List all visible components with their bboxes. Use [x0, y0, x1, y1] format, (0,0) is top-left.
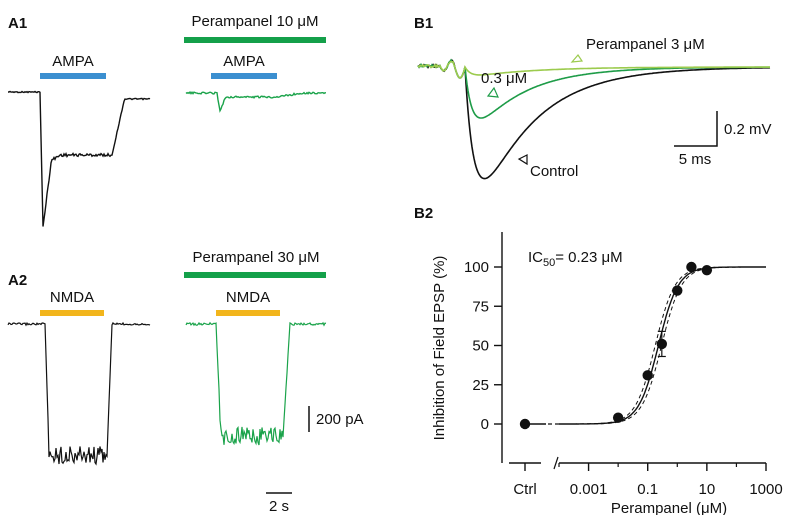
label-0.3um: 0.3 μM [481, 70, 527, 87]
ic50-prefix: IC [528, 249, 543, 266]
nmda-label-treated: NMDA [226, 289, 270, 306]
ampa-control-trace [8, 90, 151, 227]
y-tick-label: 100 [464, 259, 489, 276]
epsp-3um-trace [417, 60, 770, 79]
time-scale-label-b: 5 ms [679, 151, 712, 168]
ic50-annotation: IC50= 0.23 μM [528, 249, 623, 269]
dose-response-axes: 0 25 50 75 100 Ctrl 0.001 0.1 10 1000 [464, 232, 783, 498]
panel-label-a2: A2 [8, 272, 27, 289]
data-point [672, 285, 683, 296]
ampa-label-treated: AMPA [223, 53, 264, 70]
dose-response-fit [525, 266, 766, 425]
perampanel-10-label: Perampanel 10 μM [191, 13, 318, 30]
y-tick-label: 0 [481, 416, 489, 433]
panel-label-b1: B1 [414, 15, 433, 32]
fit-curve [559, 266, 766, 425]
y-axis-title: Inhibition of Field EPSP (%) [431, 256, 448, 441]
panel-label-b2: B2 [414, 205, 433, 222]
nmda-bar-treated [216, 310, 280, 316]
arrowhead-3um [570, 54, 584, 63]
x-tick-label: 0.1 [637, 481, 658, 498]
x-axis-title: Perampanel (μM) [611, 500, 727, 515]
label-control: Control [530, 163, 578, 180]
y-tick-label: 75 [472, 298, 489, 315]
label-3um: Perampanel 3 μM [586, 36, 705, 53]
ic50-suffix: = 0.23 μM [555, 249, 622, 266]
ampa-perampanel-trace [185, 90, 326, 113]
ampa-bar-treated [211, 73, 277, 79]
perampanel-30-label: Perampanel 30 μM [192, 249, 319, 266]
voltage-scale-label: 0.2 mV [724, 121, 772, 138]
arrowhead-0.3um [486, 86, 499, 98]
dose-response-points [519, 261, 713, 430]
x-tick-label-control: Ctrl [513, 481, 536, 498]
axis-break [553, 456, 559, 470]
ampa-bar-control [40, 73, 106, 79]
ic50-subscript: 50 [543, 257, 555, 269]
nmda-bar-control [40, 310, 104, 316]
current-scale-label: 200 pA [316, 411, 364, 428]
data-point [612, 412, 624, 423]
data-point-control [519, 418, 531, 430]
data-point [656, 338, 668, 350]
x-tick-label: 10 [699, 481, 716, 498]
data-point [701, 264, 713, 276]
data-point [686, 261, 697, 273]
perampanel-bar-a1 [184, 37, 326, 43]
nmda-perampanel-trace [185, 321, 327, 446]
time-scale-label-a: 2 s [269, 498, 289, 515]
data-point [642, 370, 653, 381]
y-tick-label: 50 [472, 338, 489, 355]
x-tick-label: 1000 [749, 481, 782, 498]
epsp-scale-bar [674, 111, 718, 147]
ampa-label-control: AMPA [52, 53, 93, 70]
nmda-control-trace [7, 321, 151, 466]
y-tick-label: 25 [472, 377, 489, 394]
epsp-control-trace [417, 59, 771, 180]
arrowhead-control [517, 154, 528, 166]
perampanel-bar-a2 [184, 272, 326, 278]
x-tick-label: 0.001 [570, 481, 608, 498]
nmda-label-control: NMDA [50, 289, 94, 306]
panel-label-a1: A1 [8, 15, 27, 32]
